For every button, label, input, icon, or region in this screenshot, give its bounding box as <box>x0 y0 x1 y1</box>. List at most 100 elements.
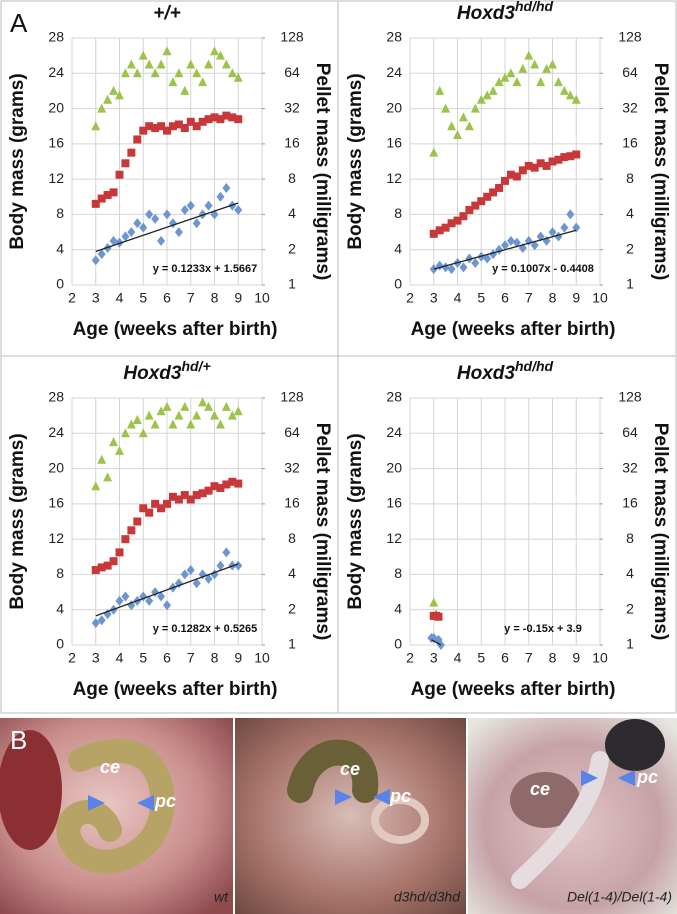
marker-triangle <box>453 130 462 140</box>
y-tick-label: 0 <box>394 276 402 292</box>
marker-triangle <box>571 94 581 104</box>
marker-square <box>566 152 575 161</box>
marker-square <box>447 219 456 228</box>
marker-square <box>192 491 201 500</box>
marker-triangle <box>162 401 172 411</box>
y-tick-label: 4 <box>56 600 64 616</box>
marker-square <box>97 563 106 572</box>
y-tick-label: 16 <box>386 135 402 151</box>
chart-title: +/+ <box>153 3 180 24</box>
y-tick-label: 0 <box>394 636 402 652</box>
arrowhead <box>88 795 105 811</box>
y2-tick-label: 8 <box>288 530 296 546</box>
cecum <box>287 739 379 803</box>
y2-tick-label: 16 <box>284 495 300 511</box>
marker-diamond <box>216 560 225 571</box>
marker-diamond <box>489 249 498 260</box>
marker-square <box>127 148 136 157</box>
marker-triangle <box>548 59 557 69</box>
marker-square <box>459 212 468 221</box>
y-tick-label: 12 <box>48 170 64 186</box>
marker-triangle <box>162 46 172 56</box>
marker-square <box>483 192 492 201</box>
marker-square <box>163 126 171 135</box>
photo-caption: wt <box>214 889 229 905</box>
arrowhead <box>373 789 390 805</box>
y-tick-label: 0 <box>56 276 64 292</box>
marker-triangle <box>233 72 243 82</box>
y-tick-label: 0 <box>56 636 64 652</box>
cecum <box>510 772 580 828</box>
y2-tick-label: 16 <box>622 135 638 151</box>
marker-square <box>434 612 443 621</box>
marker-square <box>103 191 112 200</box>
marker-triangle <box>506 68 516 78</box>
x-tick-label: 9 <box>572 650 580 666</box>
x-axis-label: Age (weeks after birth) <box>73 679 278 700</box>
marker-diamond <box>234 560 243 571</box>
marker-triangle <box>227 410 237 420</box>
marker-diamond <box>163 209 171 220</box>
marker-triangle <box>180 401 190 411</box>
marker-square <box>222 111 231 120</box>
x-tick-label: 3 <box>92 650 100 666</box>
arrowhead <box>618 770 635 786</box>
marker-square <box>174 495 183 504</box>
organ <box>605 719 665 771</box>
marker-triangle <box>144 59 154 69</box>
y-tick-label: 12 <box>48 530 64 546</box>
x-tick-label: 4 <box>116 290 124 306</box>
marker-square <box>512 172 521 181</box>
marker-diamond <box>216 191 225 202</box>
x-tick-label: 5 <box>477 650 485 666</box>
x-tick-label: 6 <box>163 290 171 306</box>
marker-diamond <box>204 200 213 211</box>
y2-axis-label: Pellet mass (milligrams) <box>650 63 671 281</box>
title-text: Hoxd3 <box>457 363 516 384</box>
y2-tick-label: 4 <box>626 565 634 581</box>
marker-triangle <box>103 94 113 104</box>
marker-square <box>572 150 581 159</box>
marker-triangle <box>180 85 190 95</box>
y-tick-label: 24 <box>386 424 402 440</box>
marker-triangle <box>168 77 178 87</box>
marker-diamond <box>139 222 148 233</box>
marker-diamond <box>163 600 171 611</box>
marker-diamond <box>97 615 106 626</box>
photo-label: pc <box>636 767 658 787</box>
photo-label: ce <box>530 779 550 799</box>
x-tick-label: 8 <box>549 290 557 306</box>
y-tick-label: 16 <box>48 135 64 151</box>
marker-diamond <box>234 205 243 216</box>
y2-tick-label: 64 <box>622 424 638 440</box>
marker-triangle <box>476 94 486 104</box>
y2-tick-label: 16 <box>622 495 638 511</box>
x-tick-label: 2 <box>68 290 76 306</box>
marker-triangle <box>97 454 107 464</box>
marker-square <box>109 188 118 197</box>
marker-square <box>151 499 160 508</box>
y2-tick-label: 64 <box>284 424 300 440</box>
marker-diamond <box>471 257 480 268</box>
x-tick-label: 6 <box>501 650 509 666</box>
marker-diamond <box>115 237 124 248</box>
x-tick-label: 9 <box>234 290 242 306</box>
marker-diamond <box>121 591 130 602</box>
y2-tick-label: 4 <box>626 205 634 221</box>
marker-triangle <box>210 410 219 420</box>
marker-square <box>465 206 474 215</box>
chart-title: Hoxd3hd/hd <box>457 0 554 24</box>
x-tick-label: 9 <box>234 650 242 666</box>
organ <box>0 730 62 850</box>
x-tick-label: 8 <box>211 650 219 666</box>
marker-triangle <box>109 85 119 95</box>
x-tick-label: 10 <box>592 650 608 666</box>
marker-square <box>145 122 154 131</box>
y-tick-label: 8 <box>394 565 402 581</box>
y-tick-label: 20 <box>386 99 402 115</box>
marker-square <box>222 480 231 489</box>
photo-caption: Del(1-4)/Del(1-4) <box>567 889 672 905</box>
marker-square <box>145 508 154 517</box>
marker-square <box>133 517 142 526</box>
